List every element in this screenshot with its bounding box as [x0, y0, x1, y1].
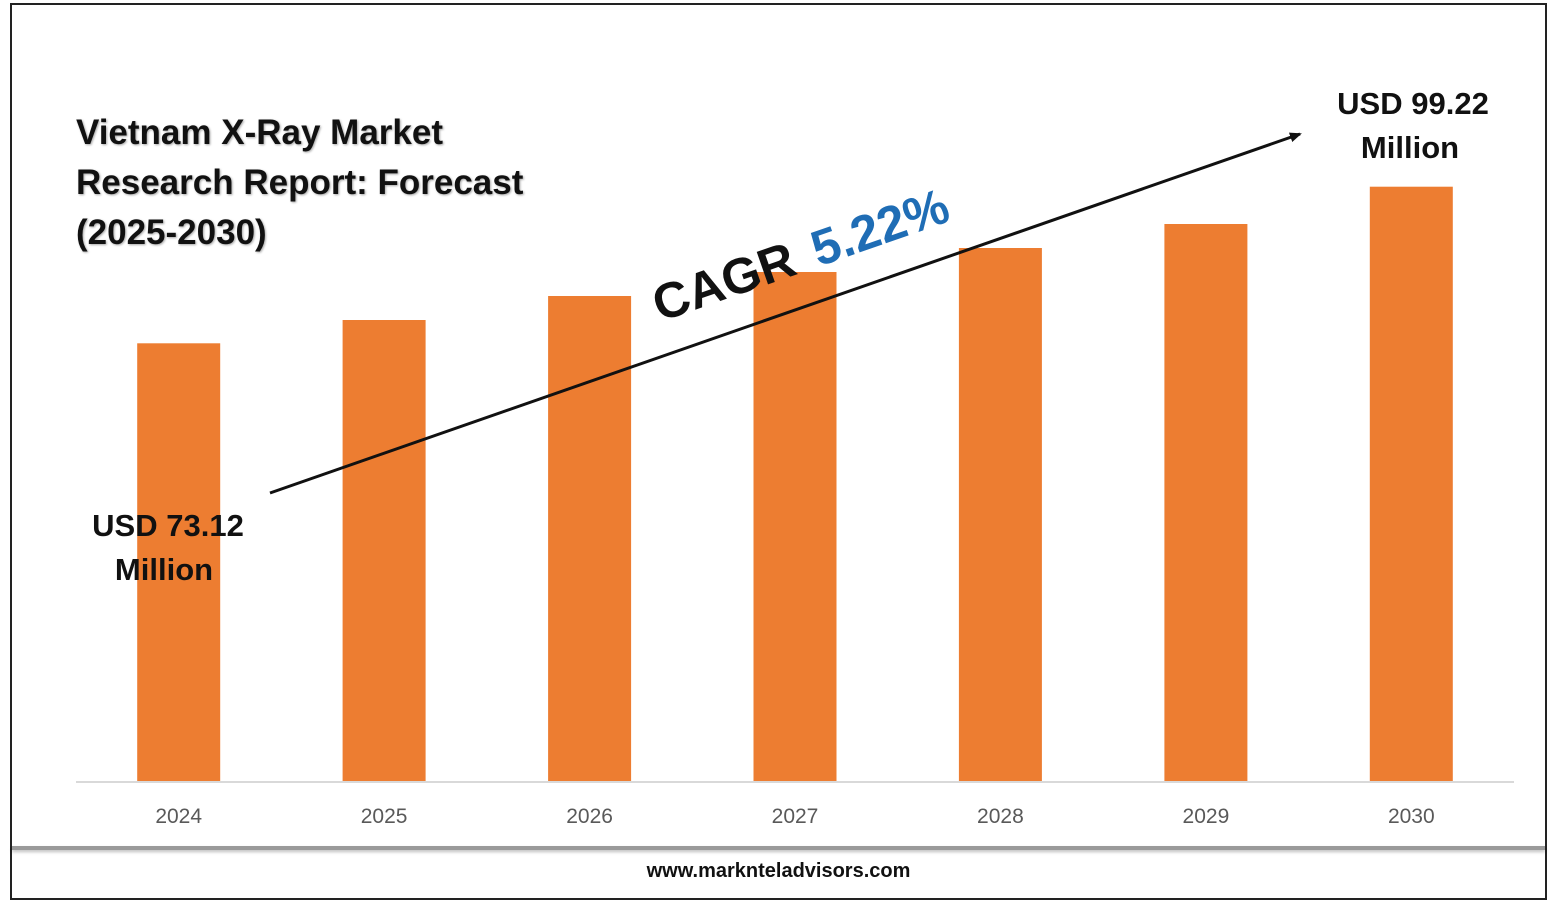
- bar-2028: [958, 248, 1042, 782]
- x-tick-label-2024: 2024: [155, 805, 202, 828]
- x-tick-labels: 2024 2025 2026 2027 2028 2029 2030: [155, 805, 1434, 828]
- bar-2029: [1164, 224, 1248, 782]
- bar-2024: [137, 343, 221, 782]
- bar-2026: [548, 296, 632, 782]
- end-value-callout-line1: USD 99.22: [1337, 86, 1489, 121]
- start-value-callout-line1: USD 73.12: [92, 508, 244, 543]
- x-tick-label-2026: 2026: [566, 805, 613, 828]
- bar-2030: [1369, 186, 1453, 782]
- start-value-callout-line2: Million: [115, 552, 213, 587]
- cagr-trend-arrow: [269, 132, 1302, 495]
- x-tick-label-2028: 2028: [977, 805, 1024, 828]
- bar-2025: [342, 320, 426, 782]
- x-tick-label-2027: 2027: [772, 805, 819, 828]
- chart-title: Vietnam X-Ray Market Research Report: Fo…: [76, 113, 524, 252]
- x-tick-label-2029: 2029: [1183, 805, 1230, 828]
- footer-website-url: www.marknteladvisors.com: [646, 860, 911, 882]
- x-tick-label-2025: 2025: [361, 805, 408, 828]
- bar-2027: [753, 272, 837, 782]
- bars-group: [137, 186, 1453, 782]
- x-tick-label-2030: 2030: [1388, 805, 1435, 828]
- footer-divider: [12, 846, 1545, 850]
- end-value-callout-line2: Million: [1361, 130, 1459, 165]
